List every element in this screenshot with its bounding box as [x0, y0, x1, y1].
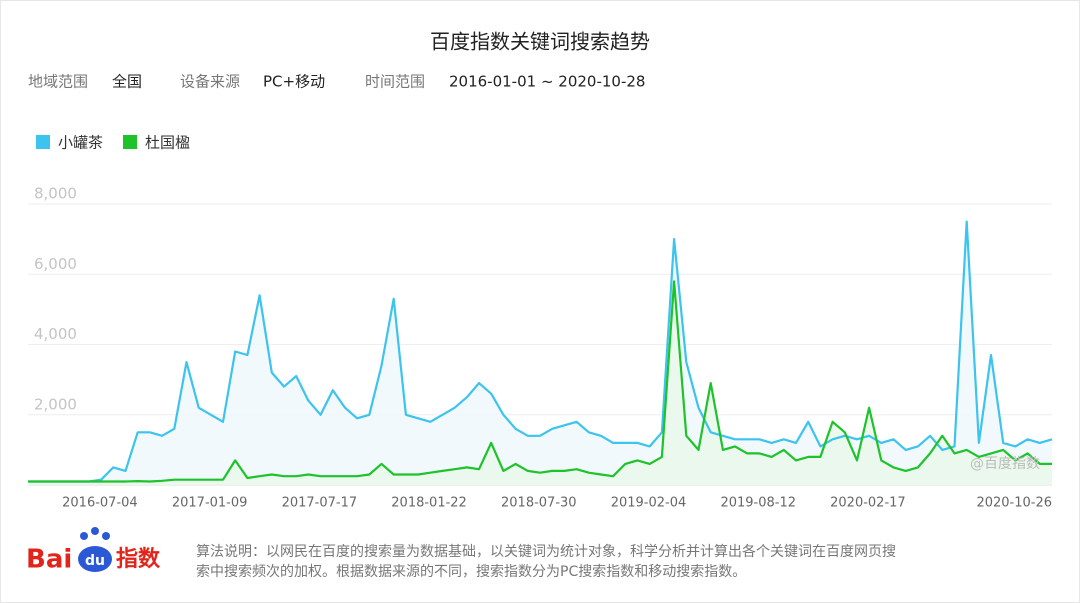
- filter-value: 2016-01-01 ~ 2020-10-28: [449, 73, 645, 91]
- x-tick-label: 2017-07-17: [282, 496, 358, 511]
- y-tick-label: 2,000: [34, 395, 77, 413]
- area-fill: [28, 221, 1052, 485]
- logo-text: du: [85, 553, 105, 569]
- area-fill: [28, 281, 1052, 485]
- filter-value: PC+移动: [263, 73, 325, 91]
- filter-label: 时间范围: [365, 73, 425, 91]
- x-tick-label: 2020-02-17: [830, 496, 906, 511]
- x-tick-label: 2016-07-04: [62, 496, 138, 511]
- legend-label: 杜国楹: [145, 134, 190, 152]
- filter-label: 设备来源: [180, 73, 240, 91]
- filter-value: 全国: [112, 73, 142, 91]
- filter-label: 地域范围: [28, 73, 88, 91]
- x-tick-label: 2019-02-04: [611, 496, 687, 511]
- legend-swatch: [36, 135, 50, 149]
- legend-label: 小罐茶: [58, 134, 103, 152]
- series-line: [28, 280, 1052, 483]
- footnote: 算法说明：以网民在百度的搜索量为数据基础，以关键词为统计对象，科学分析并计算出各…: [196, 543, 896, 560]
- x-tick-label: 2018-07-30: [501, 496, 577, 511]
- logo-paw: [102, 532, 110, 540]
- series-line: [28, 220, 1053, 483]
- logo-paw: [80, 532, 88, 540]
- logo: Bai du 指数: [26, 527, 161, 575]
- legend-swatch: [123, 135, 138, 149]
- x-tick-label: 2020-10-26: [976, 496, 1052, 511]
- y-tick-label: 8,000: [34, 185, 77, 203]
- y-tick-label: 6,000: [34, 255, 77, 273]
- footnote: 索中搜索频次的加权。根据数据来源的不同，搜索指数分为PC搜索指数和移动搜索指数。: [196, 563, 746, 580]
- logo-text: Bai: [26, 545, 72, 575]
- x-tick-label: 2019-08-12: [720, 496, 796, 511]
- logo-paw: [78, 546, 112, 572]
- watermark: @百度指数: [970, 456, 1040, 472]
- x-tick-label: 2017-01-09: [172, 496, 248, 511]
- y-tick-label: 4,000: [34, 325, 77, 343]
- x-tick-label: 2018-01-22: [391, 496, 467, 511]
- plot: 2,000 4,000 6,000 8,000 2016-07-04 2017-01-09…: [28, 134, 1053, 511]
- chart-title: 百度指数关键词搜索趋势: [430, 30, 650, 54]
- logo-text: 指数: [116, 546, 161, 572]
- logo-paw: [91, 527, 99, 535]
